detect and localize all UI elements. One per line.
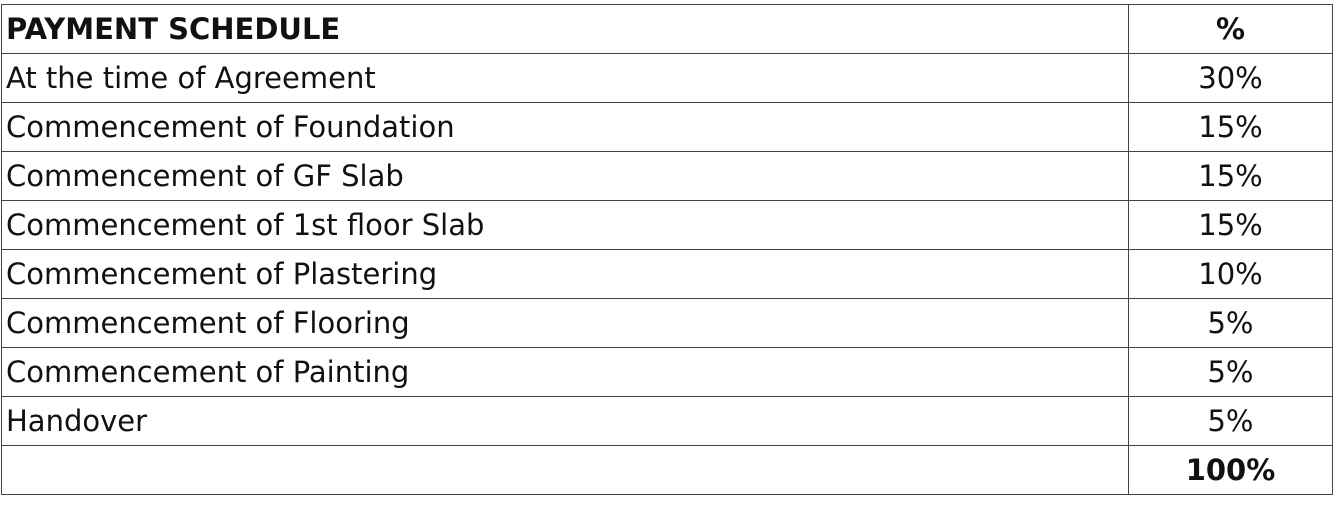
row-percent: 15% bbox=[1128, 102, 1333, 152]
total-label bbox=[1, 445, 1129, 495]
row-label: Commencement of 1st floor Slab bbox=[1, 200, 1129, 250]
table-row: At the time of Agreement 30% bbox=[1, 53, 1333, 103]
table-header-row: PAYMENT SCHEDULE % bbox=[1, 4, 1333, 54]
header-label: PAYMENT SCHEDULE bbox=[1, 4, 1129, 54]
row-percent: 30% bbox=[1128, 53, 1333, 103]
row-label: Commencement of Painting bbox=[1, 347, 1129, 397]
row-percent: 5% bbox=[1128, 396, 1333, 446]
table-row: Commencement of Flooring 5% bbox=[1, 298, 1333, 348]
row-label: Commencement of Foundation bbox=[1, 102, 1129, 152]
header-percent: % bbox=[1128, 4, 1333, 54]
payment-schedule-table: PAYMENT SCHEDULE % At the time of Agreem… bbox=[1, 4, 1333, 495]
row-percent: 15% bbox=[1128, 200, 1333, 250]
row-percent: 5% bbox=[1128, 347, 1333, 397]
total-row: 100% bbox=[1, 445, 1333, 495]
total-percent: 100% bbox=[1128, 445, 1333, 495]
table-row: Handover 5% bbox=[1, 396, 1333, 446]
row-label: At the time of Agreement bbox=[1, 53, 1129, 103]
row-percent: 10% bbox=[1128, 249, 1333, 299]
row-percent: 5% bbox=[1128, 298, 1333, 348]
table-row: Commencement of 1st floor Slab 15% bbox=[1, 200, 1333, 250]
row-label: Commencement of Plastering bbox=[1, 249, 1129, 299]
table-row: Commencement of GF Slab 15% bbox=[1, 151, 1333, 201]
table-row: Commencement of Plastering 10% bbox=[1, 249, 1333, 299]
row-label: Handover bbox=[1, 396, 1129, 446]
row-percent: 15% bbox=[1128, 151, 1333, 201]
table-row: Commencement of Painting 5% bbox=[1, 347, 1333, 397]
table-row: Commencement of Foundation 15% bbox=[1, 102, 1333, 152]
row-label: Commencement of Flooring bbox=[1, 298, 1129, 348]
row-label: Commencement of GF Slab bbox=[1, 151, 1129, 201]
